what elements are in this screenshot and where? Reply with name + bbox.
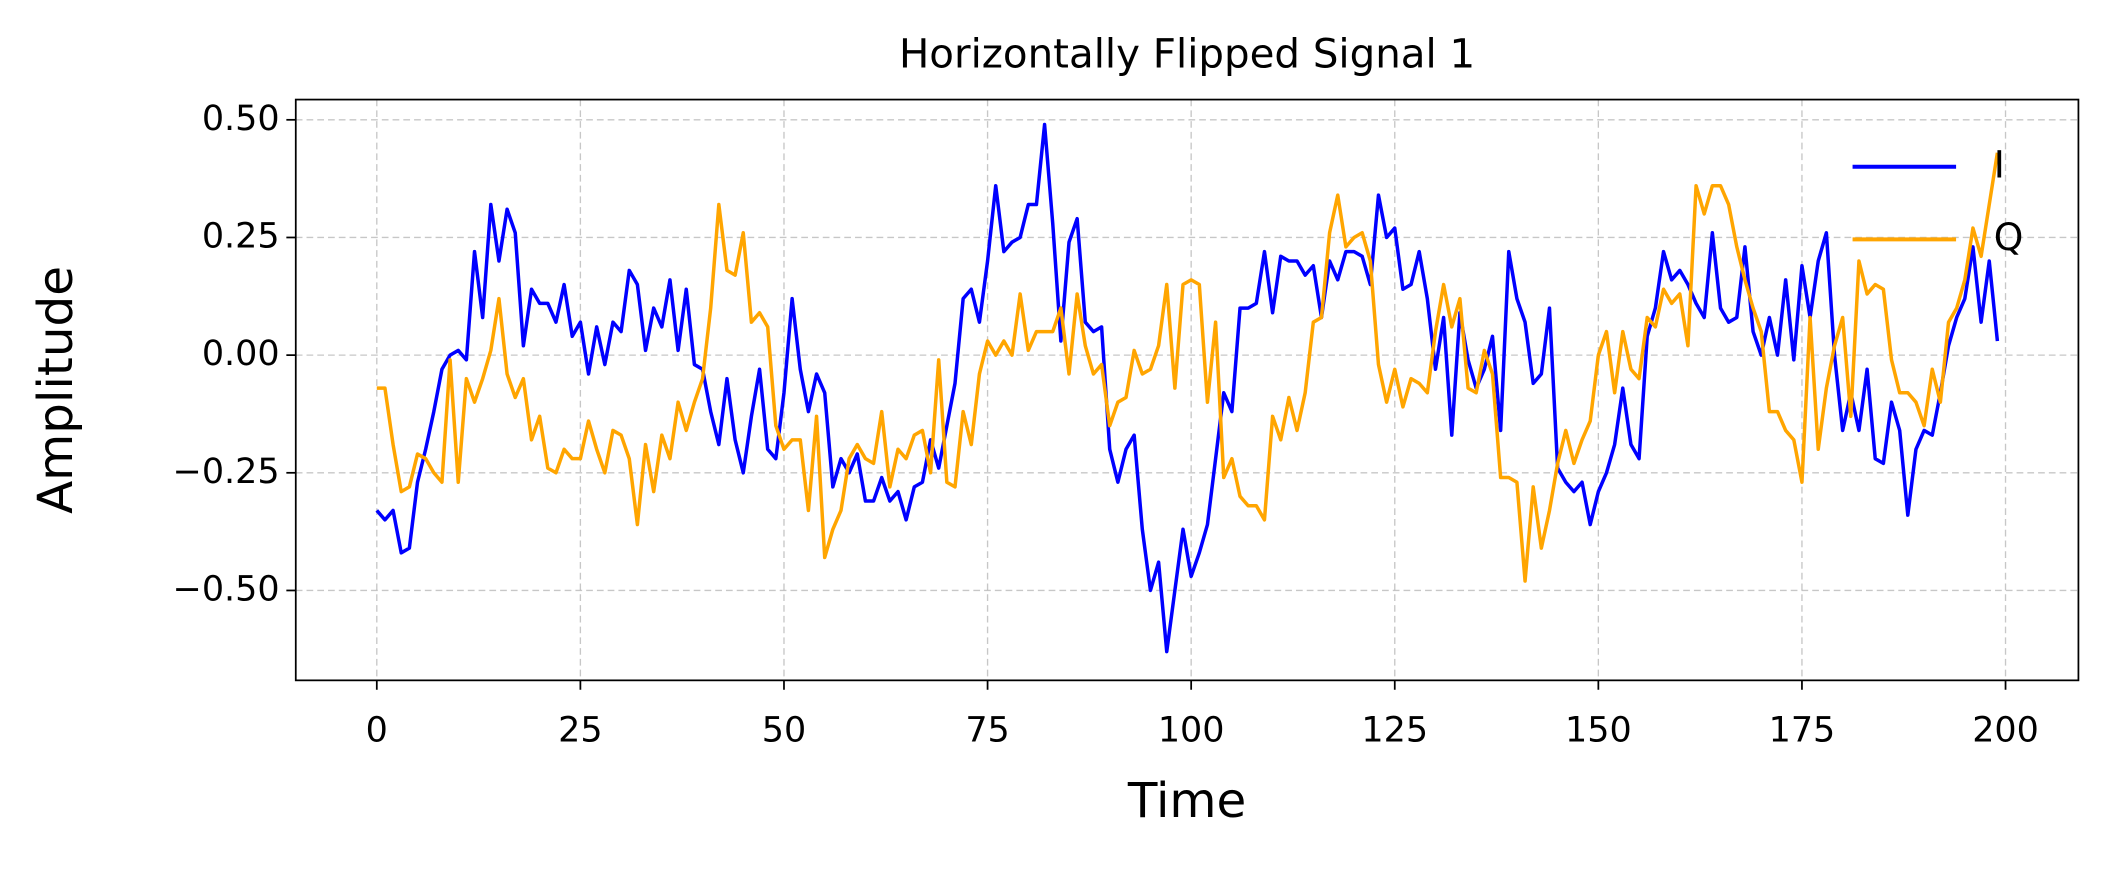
x-axis-label: Time [1127, 773, 1246, 829]
y-tick-label: 0.00 [202, 334, 280, 374]
y-tick-label: −0.25 [173, 452, 280, 492]
series-line [375, 122, 2000, 654]
x-tick-label: 25 [558, 710, 602, 750]
y-axis-label: Amplitude [28, 266, 84, 514]
legend-label: Q [1994, 215, 2024, 259]
x-tick-label: 0 [366, 710, 388, 750]
x-tick-label: 50 [762, 710, 806, 750]
legend-label: I [1994, 142, 2005, 186]
x-tick-label: 100 [1158, 710, 1225, 750]
y-tick-label: 0.50 [202, 99, 280, 139]
y-tick-label: 0.25 [202, 216, 280, 256]
x-tick-label: 150 [1565, 710, 1632, 750]
series-line [376, 152, 2000, 583]
x-tick-label: 175 [1769, 710, 1836, 750]
plot-frame [294, 98, 2080, 682]
y-tick-label: −0.50 [173, 569, 280, 609]
x-tick-label: 125 [1361, 710, 1428, 750]
x-tick-label: 200 [1972, 710, 2039, 750]
x-tick-label: 75 [965, 710, 1009, 750]
chart-title: Horizontally Flipped Signal 1 [899, 31, 1475, 78]
